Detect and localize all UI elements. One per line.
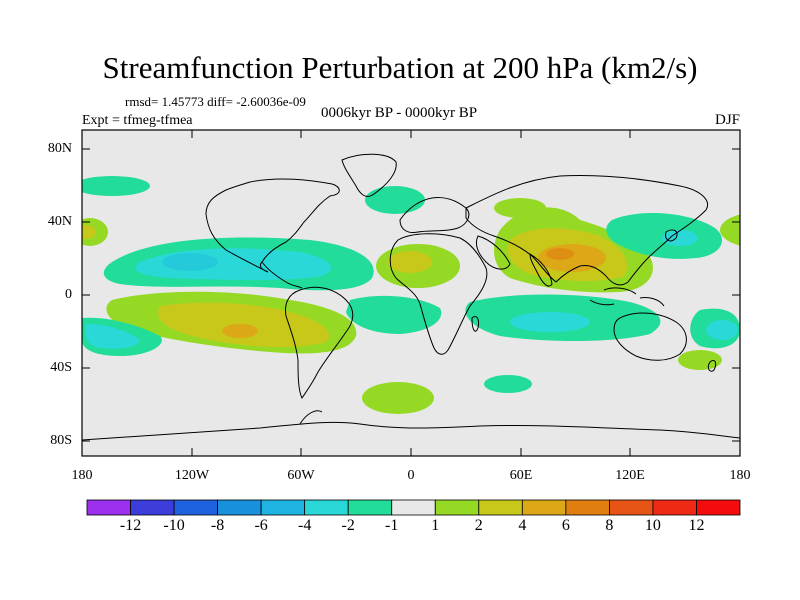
colorbar-swatch (217, 499, 262, 516)
anomaly-fields (82, 176, 740, 414)
anomaly-north-atlantic (365, 186, 425, 214)
colorbar-label: -12 (119, 517, 142, 534)
coast-madagascar (471, 315, 479, 332)
anomaly-africa-core (388, 251, 432, 273)
lon-label: 60W (287, 468, 315, 483)
anomaly-southern-ocean (362, 382, 434, 414)
coast-africa (389, 233, 488, 355)
anomaly-southern-ocean-2 (484, 375, 532, 393)
colorbar-swatch (434, 499, 480, 516)
coast-new-zealand (707, 359, 717, 372)
colorbar-label: 10 (644, 517, 661, 534)
colorbar-label: -1 (385, 517, 399, 534)
lon-label: 180 (71, 468, 93, 483)
coastlines (82, 153, 740, 441)
experiment-text: Expt = tfmeg-tfmea (82, 113, 193, 128)
colorbar-label: -4 (297, 517, 312, 534)
colorbar-label: -10 (163, 517, 185, 534)
colorbar-swatch (260, 499, 306, 516)
lon-label: 180 (729, 468, 751, 483)
colorbar-swatch (696, 499, 741, 516)
colorbar-swatch (304, 499, 349, 516)
anomaly-north-pacific-core (82, 225, 96, 239)
colorbar-label: -2 (341, 517, 355, 534)
coast-arabia (475, 235, 511, 270)
colorbar-label: 1 (431, 517, 440, 534)
anomaly-south-pacific-east-core (706, 320, 738, 340)
anomaly-north-pacific (720, 214, 740, 246)
colorbar-label: 2 (474, 517, 483, 534)
coast-japan (665, 229, 678, 242)
anomaly-south-america-peak (222, 324, 258, 338)
coast-australia (613, 312, 687, 361)
colorbar-label: -8 (210, 517, 225, 534)
chart-title: Streamfunction Perturbation at 200 hPa (… (102, 50, 698, 85)
colorbar-swatch (521, 499, 567, 516)
coast-india (529, 253, 553, 287)
period-text: 0006kyr BP - 0000kyr BP (321, 105, 478, 121)
coast-antarctica (82, 421, 740, 441)
stats-text: rmsd= 1.45773 diff= -2.60036e-09 (125, 94, 306, 109)
colorbar-swatch (609, 499, 654, 516)
colorbar-label: 6 (561, 517, 570, 534)
lat-label: 80N (47, 141, 72, 156)
coast-central-america (261, 261, 303, 289)
colorbar-label: 8 (605, 517, 614, 534)
anomaly-tropical-pacific-core2 (162, 253, 218, 271)
colorbar-swatch (391, 499, 436, 516)
map-ticks (81, 130, 741, 456)
anomaly-south-asia-peak2 (546, 248, 574, 260)
anomaly-indian-ocean-core (510, 312, 590, 332)
anomaly-south-atlantic (346, 295, 442, 334)
colorbar-swatch (478, 499, 523, 516)
colorbar-swatch (347, 499, 393, 516)
colorbar-label: 4 (518, 517, 527, 534)
colorbar-swatch (652, 499, 697, 516)
lon-label: 120E (615, 468, 645, 483)
anomaly-north-atlantic-band (82, 176, 150, 196)
colorbar-swatch (173, 499, 218, 516)
colorbar-swatch (565, 499, 610, 516)
colorbar (86, 499, 741, 516)
coast-antarctic-peninsula (299, 410, 323, 425)
anomaly-southern-ocean-3 (678, 350, 722, 370)
coast-south-america (285, 286, 354, 399)
anomaly-southeast-pacific-core (85, 324, 140, 349)
lon-label: 120W (174, 468, 210, 483)
coast-asia (465, 174, 708, 286)
coast-maritime-continent (589, 287, 665, 307)
coast-north-america (205, 178, 340, 273)
lat-label: 40N (47, 214, 72, 229)
lat-label: 40S (50, 360, 72, 375)
lon-label: 0 (407, 468, 415, 483)
coast-europe (399, 197, 470, 233)
colorbar-swatch (130, 499, 175, 516)
colorbar-swatch (86, 499, 131, 516)
lon-label: 60E (509, 468, 533, 483)
anomaly-arabia (494, 198, 546, 218)
anomaly-tropical-pacific-core (135, 248, 331, 280)
anomaly-western-pacific-core (662, 230, 698, 246)
coast-greenland (341, 153, 397, 197)
colorbar-label: 12 (688, 517, 705, 534)
lat-label: 80S (50, 433, 72, 448)
season-text: DJF (714, 112, 740, 128)
colorbar-label: -6 (254, 517, 268, 534)
lat-label: 0 (65, 287, 72, 302)
